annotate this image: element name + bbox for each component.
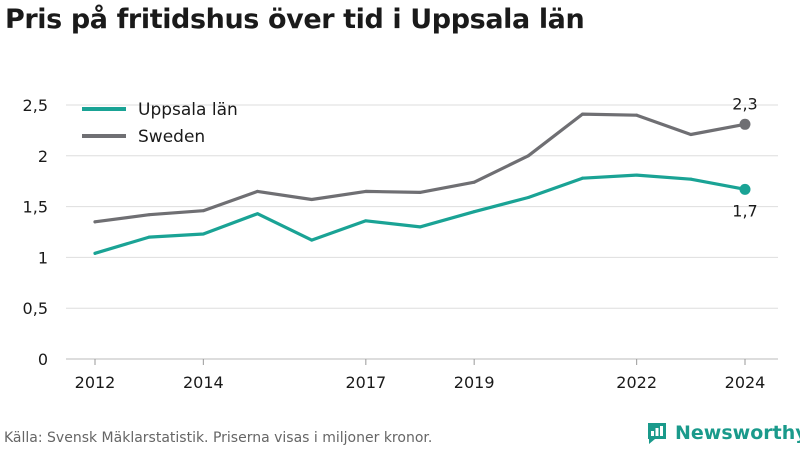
y-tick-label: 2 (38, 147, 48, 166)
x-axis: 2012 2014 2017 2019 2022 2024 (75, 359, 766, 392)
data-point (201, 209, 205, 213)
data-point (364, 189, 368, 193)
data-point (310, 197, 314, 201)
y-tick-label: 1,5 (23, 198, 48, 217)
data-point (201, 232, 205, 236)
x-tick-label: 2019 (454, 373, 495, 392)
chart-title: Pris på fritidshus över tid i Uppsala lä… (5, 4, 585, 35)
data-point (418, 190, 422, 194)
data-point (93, 220, 97, 224)
endpoint-marker (739, 183, 751, 195)
data-point (93, 251, 97, 255)
series-line (93, 173, 747, 255)
data-point (310, 238, 314, 242)
source-note: Källa: Svensk Mäklarstatistik. Priserna … (4, 430, 433, 446)
data-point (581, 112, 584, 116)
data-point (635, 113, 639, 117)
data-point (526, 195, 530, 199)
data-point (689, 177, 693, 181)
x-tick-label: 2024 (725, 373, 766, 392)
legend-label: Sweden (138, 127, 205, 147)
end-value-label: 1,7 (732, 201, 757, 220)
data-point (147, 213, 151, 217)
data-point (147, 235, 151, 239)
data-point (364, 219, 368, 223)
y-axis-ticks: 0 0,5 1 1,5 2 2,5 (23, 96, 48, 369)
data-point (418, 225, 422, 229)
data-point (472, 210, 476, 214)
y-tick-label: 1 (38, 248, 48, 267)
newsworthy-logo-icon (648, 423, 666, 444)
brand: Newsworthy (645, 420, 800, 446)
grid-lines (66, 104, 778, 360)
series-lines: 1,7 2,3 (93, 94, 758, 255)
legend-label: Uppsala län (138, 100, 238, 120)
y-tick-label: 0 (38, 350, 48, 369)
y-tick-label: 0,5 (23, 299, 48, 318)
x-tick-label: 2017 (345, 373, 386, 392)
legend: Uppsala län Sweden (82, 100, 238, 147)
endpoint-marker (739, 118, 751, 130)
x-tick-label: 2012 (75, 373, 116, 392)
data-point (689, 132, 693, 136)
y-tick-label: 2,5 (23, 96, 48, 115)
data-point (581, 176, 584, 180)
data-point (635, 173, 639, 177)
end-value-label: 2,3 (732, 94, 757, 113)
brand-name: Newsworthy (675, 422, 800, 444)
data-point (256, 212, 259, 216)
x-tick-label: 2022 (616, 373, 657, 392)
data-point (256, 189, 259, 193)
x-tick-label: 2014 (183, 373, 224, 392)
data-point (472, 180, 476, 184)
data-point (526, 154, 530, 158)
